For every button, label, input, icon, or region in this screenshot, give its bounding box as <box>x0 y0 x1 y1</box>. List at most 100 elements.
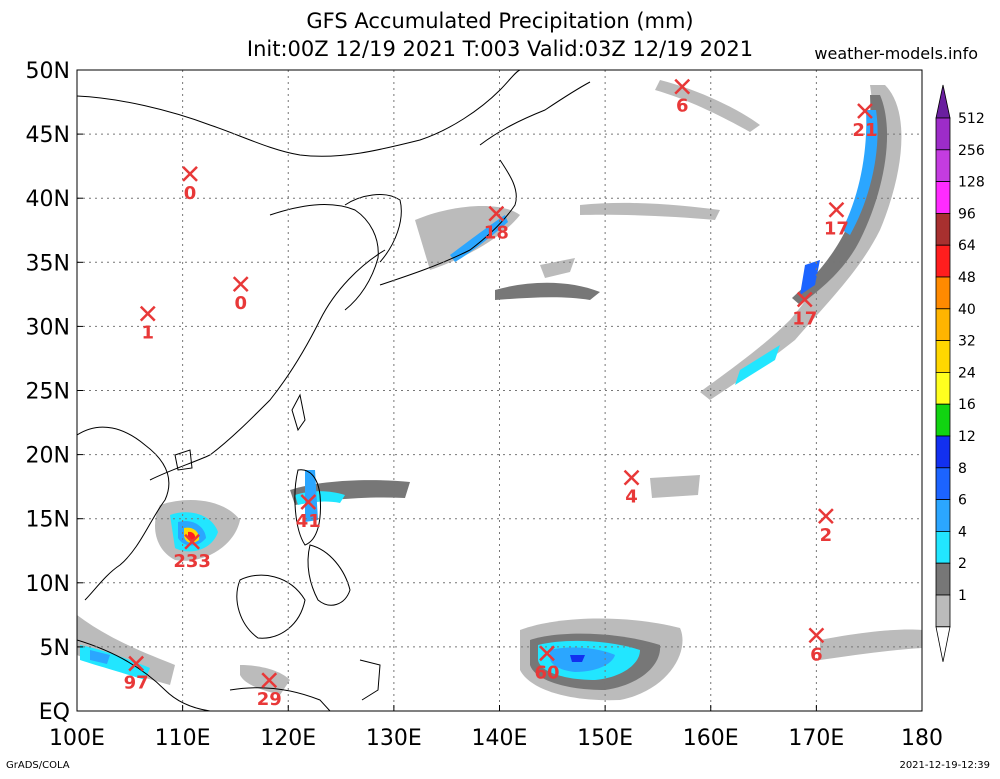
colorbar-swatch <box>935 499 951 532</box>
colorbar-swatch <box>935 467 951 500</box>
marker-cross <box>139 305 156 322</box>
marker-value: 60 <box>535 662 560 683</box>
axis-ticks: 100E 110E 120E 130E 140E 150E 160E 170E 18050N45… <box>26 59 943 751</box>
marker-cross <box>674 78 691 95</box>
colorbar-swatch <box>935 340 951 373</box>
credit-text: weather-models.info <box>814 44 978 63</box>
marker-cross <box>828 201 845 218</box>
coastlines <box>77 70 591 711</box>
colorbar-label: 32 <box>958 334 976 350</box>
marker-value: 6 <box>810 644 823 665</box>
colorbar-label: 24 <box>958 365 976 381</box>
marker-value: 4 <box>625 487 638 508</box>
colorbar-label: 16 <box>958 397 976 413</box>
station-marker: 17 <box>792 291 817 329</box>
colorbar-swatch <box>935 594 951 628</box>
marker-cross <box>808 627 825 644</box>
marker-value: 6 <box>676 96 689 117</box>
lat-label: 40N <box>26 187 70 212</box>
marker-value: 0 <box>234 293 247 314</box>
lat-lon-grid <box>77 70 922 711</box>
lon-label: 110E <box>155 726 211 751</box>
station-marker: 1 <box>139 305 156 344</box>
marker-cross <box>128 655 145 672</box>
marker-cross <box>796 291 813 308</box>
station-marker: 233 <box>173 533 211 572</box>
station-marker: 4 <box>623 469 640 508</box>
colorbar-swatch <box>935 244 951 278</box>
colorbar-swatch <box>935 276 951 310</box>
lat-label: 25N <box>26 380 70 405</box>
colorbar-label: 12 <box>958 429 976 445</box>
colorbar-swatch <box>935 308 951 341</box>
marker-cross <box>182 165 198 182</box>
colorbar-label: 128 <box>958 175 985 191</box>
station-marker: 6 <box>674 78 691 117</box>
station-marker: 2 <box>817 508 834 546</box>
precipitation-field <box>77 80 922 701</box>
colorbar-swatch <box>935 371 951 405</box>
lat-label: 10N <box>26 572 70 597</box>
colorbar-label: 2 <box>958 556 967 572</box>
colorbar-swatch <box>935 212 951 246</box>
colorbar-label: 6 <box>958 493 967 509</box>
lon-label: 120E <box>260 726 316 751</box>
lat-label: 15N <box>26 508 70 533</box>
footer-right: 2021-12-19-12:39 <box>899 760 990 771</box>
colorbar-label: 64 <box>958 238 976 254</box>
footer-left: GrADS/COLA <box>6 760 70 771</box>
marker-value: 17 <box>824 219 849 240</box>
station-marker: 60 <box>535 645 560 683</box>
lon-label: 130E <box>366 726 422 751</box>
lon-label: 170E <box>788 726 844 751</box>
map-subtitle: Init:00Z 12/19 2021 T:003 Valid:03Z 12/1… <box>246 37 754 61</box>
colorbar-label: 512 <box>958 111 985 127</box>
station-marker: 18 <box>484 205 509 244</box>
colorbar-swatch <box>935 149 951 183</box>
lat-label: 5N <box>40 636 70 661</box>
colorbar-label: 1 <box>958 588 967 604</box>
station-marker: 21 <box>852 103 877 141</box>
colorbar-top-arrow <box>935 84 951 119</box>
marker-value: 41 <box>296 511 321 532</box>
colorbar-swatch <box>935 403 951 437</box>
marker-value: 18 <box>484 223 509 244</box>
marker-value: 17 <box>792 308 817 329</box>
marker-value: 0 <box>184 183 197 204</box>
colorbar-label: 256 <box>958 143 985 159</box>
lat-label: 45N <box>26 123 70 148</box>
marker-cross <box>857 103 873 119</box>
lat-label: 20N <box>26 444 70 469</box>
lon-label: 150E <box>577 726 633 751</box>
marker-cross <box>300 494 317 510</box>
marker-value: 233 <box>173 551 211 572</box>
marker-cross <box>261 672 278 689</box>
marker-value: 97 <box>124 673 149 694</box>
station-marker: 17 <box>824 201 849 240</box>
colorbar-label: 40 <box>958 302 976 318</box>
marker-cross <box>623 469 640 486</box>
colorbar-swatch <box>935 531 951 564</box>
colorbar-label: 48 <box>958 270 976 286</box>
lat-label: 50N <box>26 59 70 84</box>
lon-label: 140E <box>472 726 528 751</box>
lon-label: 100E <box>49 726 105 751</box>
colorbar-swatch <box>935 562 951 596</box>
station-marker: 41 <box>296 494 321 532</box>
marker-value: 29 <box>257 689 282 710</box>
lon-label: 180 <box>901 726 943 751</box>
marker-value: 1 <box>142 323 155 344</box>
lon-label: 160E <box>683 726 739 751</box>
map-title: GFS Accumulated Precipitation (mm) <box>306 9 694 33</box>
marker-cross <box>184 533 201 550</box>
marker-cross <box>488 205 505 222</box>
station-markers: 0 0 1 18 6 21 17 17 4 2 41 233 6 60 97 29 <box>124 78 877 710</box>
lat-label: 30N <box>26 315 70 340</box>
lat-label: 35N <box>26 251 70 276</box>
station-marker: 0 <box>182 165 198 204</box>
marker-cross <box>817 508 834 525</box>
colorbar-swatch <box>935 435 951 469</box>
lat-label: EQ <box>39 700 70 725</box>
